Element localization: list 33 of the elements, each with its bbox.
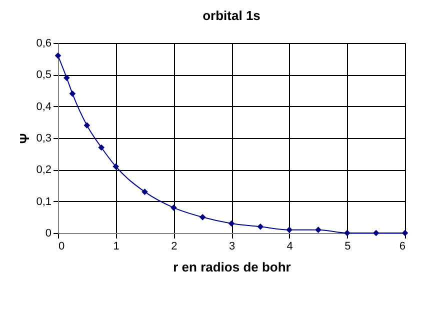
y-tick-label: 0,1 <box>36 196 52 208</box>
point <box>112 163 119 170</box>
y-tick-label: 0,3 <box>36 132 52 144</box>
point <box>344 230 350 236</box>
x-tick-label: 4 <box>286 240 293 252</box>
point <box>228 220 235 227</box>
point <box>142 188 148 195</box>
point <box>402 230 408 236</box>
x-tick-label: 5 <box>344 240 351 252</box>
point <box>257 224 264 230</box>
point <box>286 226 292 233</box>
x-tick-label: 2 <box>171 240 178 252</box>
point <box>372 230 380 236</box>
y-tick-label: 0,2 <box>36 164 52 176</box>
point <box>98 144 105 151</box>
x-tick-label: 0 <box>58 240 65 252</box>
y-tick-label: 0,6 <box>36 38 52 50</box>
chart-title: orbital 1s <box>202 8 260 23</box>
point <box>69 90 76 97</box>
point <box>54 52 62 59</box>
x-axis-title: r en radios de bohr <box>173 260 291 274</box>
y-tick-label: 0 <box>45 228 52 240</box>
point <box>84 122 90 128</box>
x-tick-label: 6 <box>399 240 406 252</box>
y-tick-label: 0,4 <box>36 100 52 113</box>
point <box>199 214 206 220</box>
point <box>315 226 322 233</box>
point <box>64 74 70 81</box>
x-tick-label: 1 <box>113 240 120 252</box>
point <box>170 204 177 211</box>
y-tick-label: 0,5 <box>36 69 52 82</box>
y-axis-title: Ψ <box>17 133 32 144</box>
x-tick-label: 3 <box>228 240 236 252</box>
